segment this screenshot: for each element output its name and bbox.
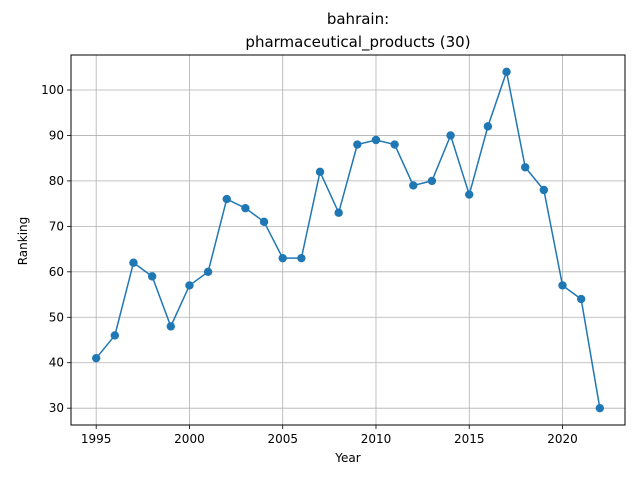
data-point (558, 281, 567, 290)
data-point (166, 322, 175, 331)
chart-title-line2: pharmaceutical_products (30) (245, 33, 470, 52)
data-point (129, 258, 138, 267)
data-point (241, 203, 250, 213)
data-point (576, 294, 586, 304)
data-point (521, 163, 530, 172)
data-point (91, 353, 101, 363)
y-axis-label: Ranking (16, 217, 30, 266)
y-tick-label: 50 (49, 310, 64, 324)
data-point (539, 185, 549, 195)
data-series (91, 67, 605, 413)
y-tick-label: 80 (49, 174, 64, 188)
x-tick-label: 2010 (361, 432, 392, 446)
data-point (147, 272, 157, 281)
data-point (483, 122, 493, 131)
x-tick-label: 2000 (174, 432, 205, 446)
x-tick-label: 2005 (267, 432, 298, 446)
data-point (371, 135, 381, 145)
data-point (185, 281, 194, 290)
x-axis-label: Year (334, 451, 360, 465)
grid-lines (71, 55, 625, 425)
data-point (465, 190, 474, 199)
y-tick-label: 30 (49, 401, 64, 415)
y-tick-label: 60 (49, 265, 64, 279)
x-tick-label: 2020 (547, 432, 578, 446)
series-line (95, 68, 601, 409)
data-point (334, 208, 343, 217)
y-tick-label: 100 (41, 83, 64, 97)
plot-area-frame (70, 54, 626, 426)
data-point (222, 194, 231, 204)
data-point (278, 253, 287, 263)
chart-title-line1: bahrain: (327, 10, 389, 28)
data-point (409, 181, 418, 190)
y-tick-label: 90 (49, 128, 64, 142)
data-point (203, 267, 213, 277)
x-tick-label: 1995 (81, 432, 112, 446)
x-tick-label: 2015 (454, 432, 485, 446)
y-tick-label: 40 (49, 356, 64, 370)
data-point (353, 140, 362, 149)
data-point (427, 176, 437, 186)
axis-ticks: 1995 2000 2005 2010 2015 2020 30 40 50 60 70 80 90 10… (41, 83, 578, 446)
data-point (110, 331, 120, 340)
y-tick-label: 70 (49, 219, 64, 233)
data-point (595, 403, 605, 413)
data-point (297, 253, 306, 263)
data-point (390, 140, 399, 149)
data-point (446, 131, 455, 140)
data-point (259, 217, 269, 227)
data-point (315, 167, 325, 177)
data-point (502, 67, 511, 77)
